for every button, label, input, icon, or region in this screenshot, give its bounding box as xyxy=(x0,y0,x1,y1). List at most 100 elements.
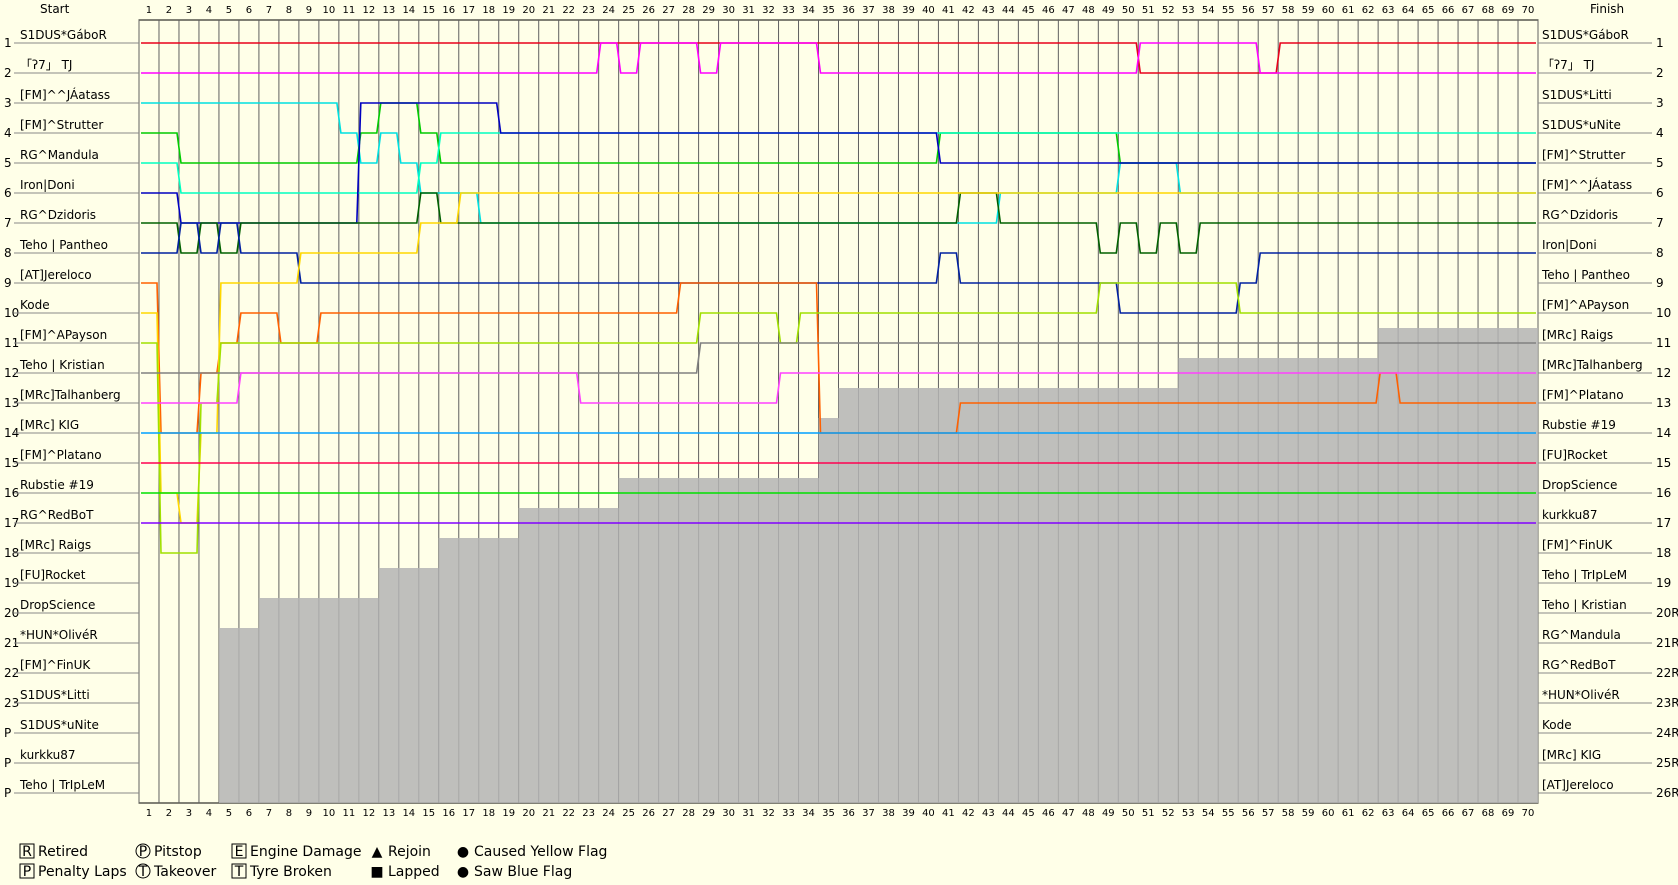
lap-tick-bottom: 46 xyxy=(1042,808,1055,819)
finish-position-number: 20R xyxy=(1656,606,1678,620)
legend-symbol: T xyxy=(138,864,148,880)
lap-tick-bottom: 21 xyxy=(542,808,555,819)
lap-tick-top: 15 xyxy=(422,5,435,16)
lap-tick-top: 55 xyxy=(1222,5,1235,16)
lap-tick-top: 12 xyxy=(362,5,375,16)
start-position-number: 2 xyxy=(4,66,12,80)
legend-symbol: P xyxy=(139,844,147,860)
finish-driver-name: [AT]Jereloco xyxy=(1542,778,1614,792)
legend-label: Saw Blue Flag xyxy=(474,864,572,880)
legend-label: Penalty Laps xyxy=(38,864,127,880)
finish-driver-name: [FM]^APayson xyxy=(1542,298,1629,312)
lap-tick-bottom: 47 xyxy=(1062,808,1075,819)
finish-driver-name: Teho | Pantheo xyxy=(1541,268,1630,282)
lap-tick-bottom: 5 xyxy=(226,808,232,819)
legend-symbol: ▲ xyxy=(372,844,383,860)
start-driver-name: Teho | Kristian xyxy=(19,358,105,372)
finish-driver-name: *HUN*OlivéR xyxy=(1542,688,1620,702)
start-driver-name: [MRc] KIG xyxy=(20,418,79,432)
finish-position-number: 12 xyxy=(1656,366,1671,380)
lap-tick-top: 52 xyxy=(1162,5,1175,16)
start-driver-name: 「ʔ7」 TJ xyxy=(20,58,72,72)
lap-tick-top: 4 xyxy=(206,5,212,16)
series-line xyxy=(141,282,1536,554)
finish-position-number: 3 xyxy=(1656,96,1664,110)
start-driver-name: Iron|Doni xyxy=(20,178,75,192)
lap-tick-bottom: 34 xyxy=(802,808,815,819)
lap-tick-bottom: 9 xyxy=(306,808,312,819)
lap-tick-top: 1 xyxy=(146,5,152,16)
start-position-number: 22 xyxy=(4,666,19,680)
lap-tick-top: 40 xyxy=(922,5,935,16)
legend-symbol-frame xyxy=(231,843,247,859)
lap-tick-bottom: 56 xyxy=(1242,808,1255,819)
start-driver-name: [FM]^Platano xyxy=(20,448,102,462)
lapped-block xyxy=(838,388,1179,803)
lap-tick-bottom: 6 xyxy=(246,808,252,819)
lapped-block xyxy=(1378,328,1538,803)
lap-tick-bottom: 62 xyxy=(1362,808,1375,819)
legend-label: Rejoin xyxy=(388,844,431,860)
legend-label: Retired xyxy=(38,844,88,860)
finish-position-number: 23R xyxy=(1656,696,1678,710)
lap-tick-bottom: 38 xyxy=(882,808,895,819)
lap-tick-top: 64 xyxy=(1402,5,1415,16)
lap-tick-bottom: 20 xyxy=(522,808,535,819)
lap-tick-bottom: 43 xyxy=(982,808,995,819)
start-driver-name: Teho | Pantheo xyxy=(19,238,108,252)
start-position-number: 15 xyxy=(4,456,19,470)
lap-tick-top: 25 xyxy=(622,5,635,16)
start-driver-name: [FM]^^JÁatass xyxy=(20,87,110,102)
legend-symbol: T xyxy=(234,864,244,880)
lap-tick-bottom: 60 xyxy=(1322,808,1335,819)
lap-tick-top: 18 xyxy=(482,5,495,16)
start-position-number: 14 xyxy=(4,426,19,440)
start-position-number: 18 xyxy=(4,546,19,560)
start-position-number: 6 xyxy=(4,186,12,200)
lap-tick-top: 57 xyxy=(1262,5,1275,16)
start-driver-name: S1DUS*uNite xyxy=(20,718,99,732)
lap-tick-top: 47 xyxy=(1062,5,1075,16)
lap-tick-top: 3 xyxy=(186,5,192,16)
lap-tick-bottom: 2 xyxy=(166,808,172,819)
legend-symbol: E xyxy=(235,844,244,860)
finish-position-number: 22R xyxy=(1656,666,1678,680)
lap-tick-bottom: 27 xyxy=(662,808,675,819)
finish-driver-name: [MRc] Raigs xyxy=(1542,328,1613,342)
lapped-block xyxy=(818,418,839,803)
lap-tick-top: 17 xyxy=(462,5,475,16)
finish-driver-name: S1DUS*Litti xyxy=(1542,88,1612,102)
lap-tick-bottom: 58 xyxy=(1282,808,1295,819)
lap-tick-bottom: 54 xyxy=(1202,808,1215,819)
start-driver-name: S1DUS*GáboR xyxy=(20,28,107,42)
finish-position-number: 6 xyxy=(1656,186,1664,200)
lap-tick-bottom: 18 xyxy=(482,808,495,819)
start-driver-name: S1DUS*Litti xyxy=(20,688,90,702)
lap-tick-top: 41 xyxy=(942,5,955,16)
lap-tick-top: 21 xyxy=(542,5,555,16)
lap-tick-bottom: 10 xyxy=(322,808,335,819)
finish-position-number: 25R xyxy=(1656,756,1678,770)
lap-tick-top: 46 xyxy=(1042,5,1055,16)
lap-tick-top: 45 xyxy=(1022,5,1035,16)
lap-tick-bottom: 4 xyxy=(206,808,212,819)
lap-tick-top: 48 xyxy=(1082,5,1095,16)
start-position-number: 23 xyxy=(4,696,19,710)
lapped-block xyxy=(218,628,259,803)
lap-tick-bottom: 65 xyxy=(1422,808,1435,819)
lap-tick-bottom: 55 xyxy=(1222,808,1235,819)
legend-symbol-frame xyxy=(19,863,35,879)
lap-tick-top: 30 xyxy=(722,5,735,16)
finish-driver-name: RG^Dzidoris xyxy=(1542,208,1618,222)
lap-tick-bottom: 61 xyxy=(1342,808,1355,819)
start-driver-name: [FM]^Strutter xyxy=(20,118,103,132)
lap-tick-top: 69 xyxy=(1502,5,1515,16)
start-driver-name: [AT]Jereloco xyxy=(20,268,92,282)
start-position-number: 5 xyxy=(4,156,12,170)
finish-driver-name: Iron|Doni xyxy=(1542,238,1597,252)
lap-tick-bottom: 35 xyxy=(822,808,835,819)
start-position-number: P xyxy=(4,756,11,770)
lap-tick-bottom: 3 xyxy=(186,808,192,819)
lap-tick-top: 50 xyxy=(1122,5,1135,16)
lap-tick-bottom: 40 xyxy=(922,808,935,819)
